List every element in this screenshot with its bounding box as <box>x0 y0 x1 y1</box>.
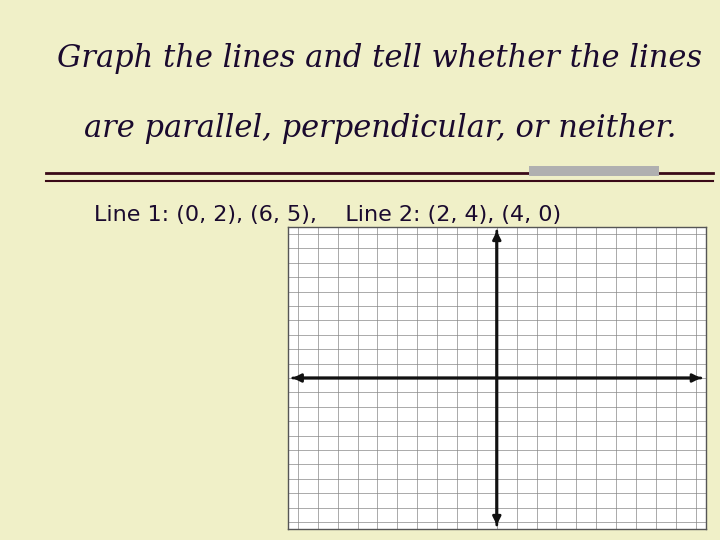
Bar <box>529 166 659 176</box>
Text: Line 1: (0, 2), (6, 5),    Line 2: (2, 4), (4, 0): Line 1: (0, 2), (6, 5), Line 2: (2, 4), … <box>94 205 561 225</box>
Text: Graph the lines and tell whether the lines: Graph the lines and tell whether the lin… <box>58 43 702 74</box>
Text: are parallel, perpendicular, or neither.: are parallel, perpendicular, or neither. <box>84 113 676 144</box>
